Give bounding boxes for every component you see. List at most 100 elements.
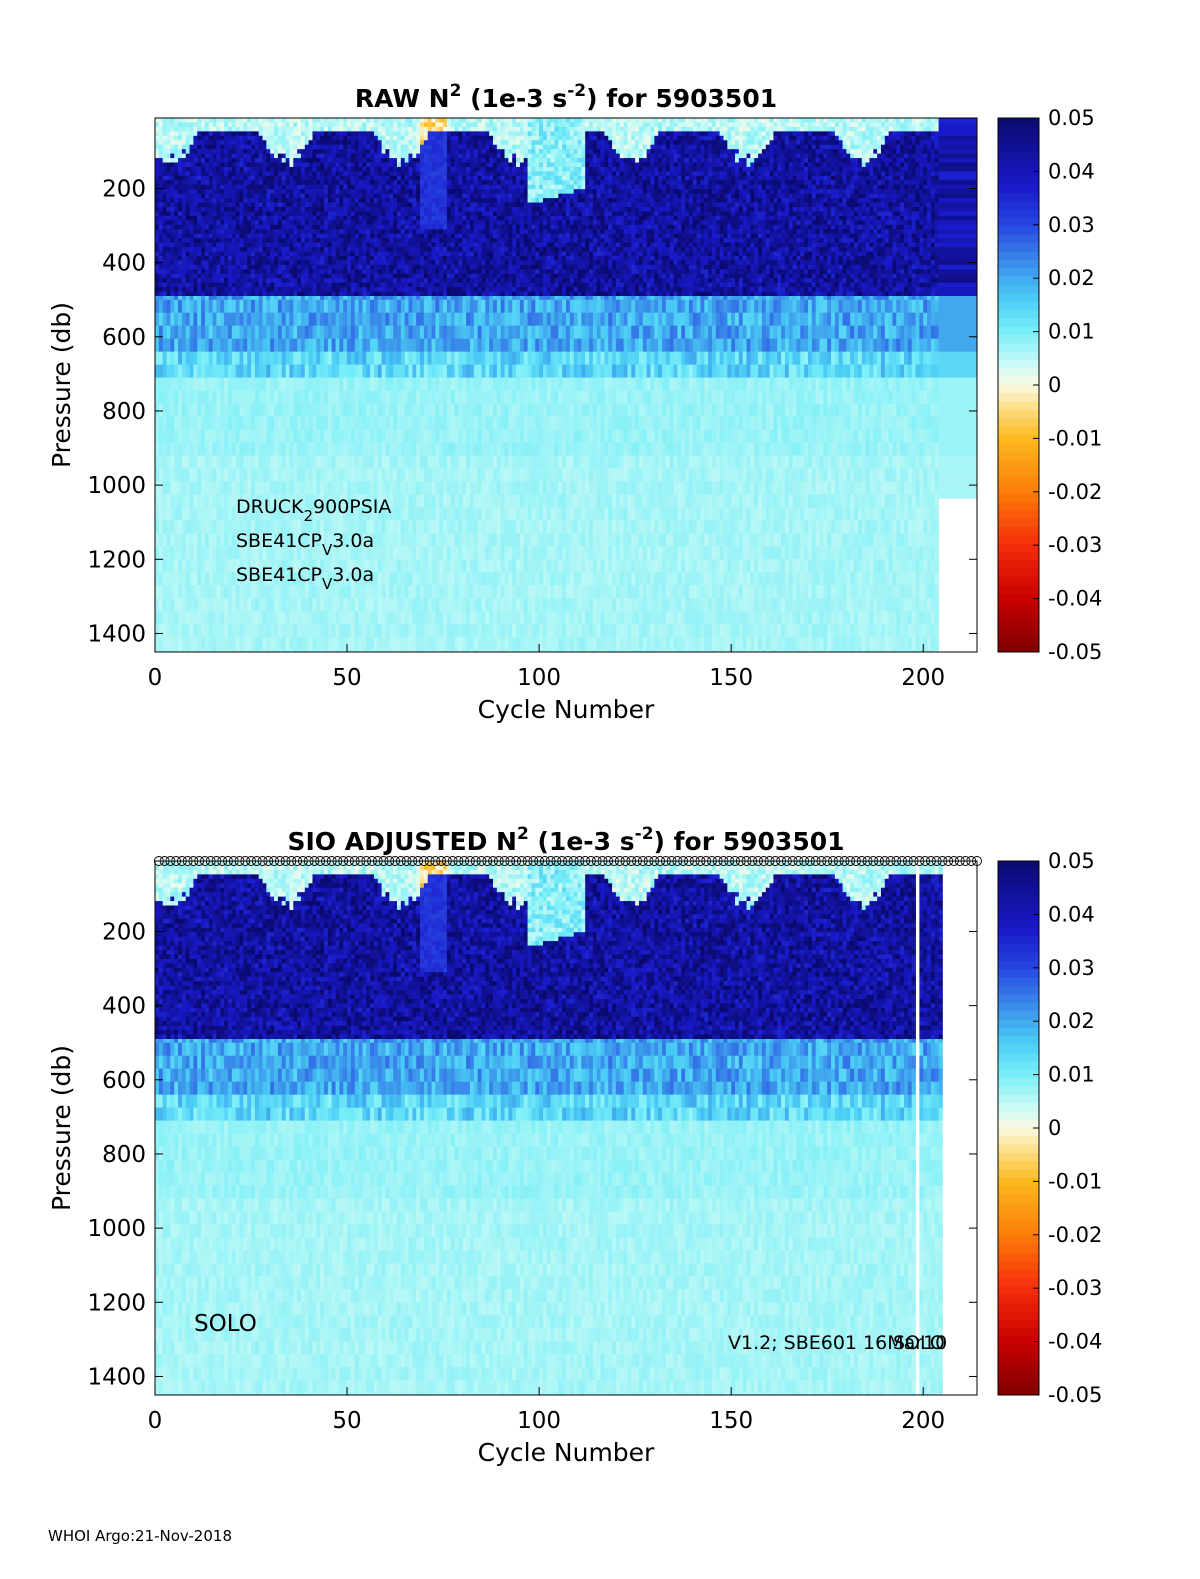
heatmap-cell (159, 572, 163, 585)
heatmap-cell (178, 365, 182, 378)
heatmap-cell (220, 391, 224, 404)
heatmap-cell (197, 176, 201, 181)
heatmap-cell (224, 300, 228, 313)
heatmap-cell (209, 149, 213, 154)
heatmap-cell (209, 167, 213, 172)
heatmap-cell (201, 136, 205, 141)
heatmap-cell (205, 243, 209, 248)
heatmap-cell (186, 140, 190, 145)
heatmap-cell (209, 611, 213, 624)
heatmap-cell (167, 292, 171, 297)
heatmap-cell (209, 220, 213, 225)
heatmap-cell (216, 283, 220, 288)
heatmap-cell (174, 391, 178, 404)
heatmap-cell (167, 339, 171, 352)
heatmap-cell (182, 404, 186, 417)
heatmap-cell (155, 507, 159, 520)
heatmap-cell (213, 149, 217, 154)
heatmap-cell (201, 243, 205, 248)
heatmap-cell (182, 339, 186, 352)
heatmap-cell (163, 265, 167, 270)
heatmap-cell (167, 278, 171, 283)
heatmap-cell (213, 481, 217, 494)
heatmap-cell (197, 127, 201, 132)
heatmap-cell (228, 198, 232, 203)
heatmap-cell (186, 269, 190, 274)
heatmap-cell (216, 203, 220, 208)
heatmap-cell (216, 220, 220, 225)
heatmap-cell (155, 211, 159, 216)
heatmap-cell (167, 611, 171, 624)
heatmap-cell (205, 442, 209, 455)
heatmap-cell (201, 300, 205, 313)
heatmap-cell (170, 481, 174, 494)
heatmap-cell (197, 265, 201, 270)
heatmap-cell (209, 572, 213, 585)
heatmap-cell (213, 216, 217, 221)
heatmap-cell (197, 637, 201, 650)
heatmap-cell (186, 163, 190, 168)
heatmap-cell (178, 189, 182, 194)
heatmap-cell (190, 185, 194, 190)
heatmap-cell (178, 118, 182, 123)
heatmap-cell (186, 265, 190, 270)
heatmap-cell (213, 163, 217, 168)
heatmap-cell (209, 455, 213, 468)
heatmap-cell (182, 122, 186, 127)
heatmap-cell (197, 292, 201, 297)
heatmap-cell (186, 131, 190, 136)
heatmap-cell (205, 274, 209, 279)
heatmap-cell (228, 278, 232, 283)
heatmap-cell (224, 313, 228, 326)
heatmap-cell (163, 118, 167, 123)
heatmap-cell (167, 211, 171, 216)
heatmap-cell (190, 247, 194, 252)
heatmap-cell (190, 131, 194, 136)
heatmap-cell (186, 189, 190, 194)
heatmap-cell (193, 365, 197, 378)
heatmap-cell (190, 339, 194, 352)
heatmap-cell (186, 198, 190, 203)
heatmap-cell (197, 598, 201, 611)
heatmap-cell (213, 145, 217, 150)
heatmap-cell (167, 247, 171, 252)
heatmap-cell (155, 229, 159, 234)
heatmap-cell (170, 149, 174, 154)
heatmap-cell (155, 278, 159, 283)
heatmap-cell (159, 247, 163, 252)
heatmap-cell (170, 185, 174, 190)
heatmap-cell (197, 247, 201, 252)
heatmap-cell (167, 481, 171, 494)
heatmap-cell (178, 252, 182, 257)
heatmap-cell (174, 176, 178, 181)
heatmap-cell (182, 326, 186, 339)
heatmap-cell (209, 163, 213, 168)
heatmap-cell (186, 533, 190, 546)
heatmap-cell (174, 442, 178, 455)
heatmap-cell (213, 220, 217, 225)
heatmap-cell (190, 198, 194, 203)
heatmap-cell (163, 442, 167, 455)
heatmap-cell (155, 365, 159, 378)
heatmap-cell (224, 365, 228, 378)
heatmap-cell (216, 572, 220, 585)
raw-title: RAW N2 (1e-3 s-2) for 5903501 (355, 81, 777, 113)
heatmap-cell (213, 118, 217, 123)
heatmap-cell (174, 238, 178, 243)
heatmap-cell (205, 238, 209, 243)
heatmap-cell (193, 559, 197, 572)
heatmap-cell (163, 122, 167, 127)
heatmap-cell (193, 455, 197, 468)
heatmap-cell (174, 252, 178, 257)
heatmap-cell (182, 238, 186, 243)
heatmap-cell (182, 145, 186, 150)
heatmap-cell (201, 269, 205, 274)
heatmap-cell (182, 292, 186, 297)
heatmap-cell (201, 404, 205, 417)
heatmap-cell (155, 378, 159, 391)
heatmap-cell (190, 352, 194, 365)
heatmap-cell (220, 252, 224, 257)
heatmap-cell (201, 252, 205, 257)
heatmap-cell (159, 207, 163, 212)
heatmap-cell (163, 180, 167, 185)
